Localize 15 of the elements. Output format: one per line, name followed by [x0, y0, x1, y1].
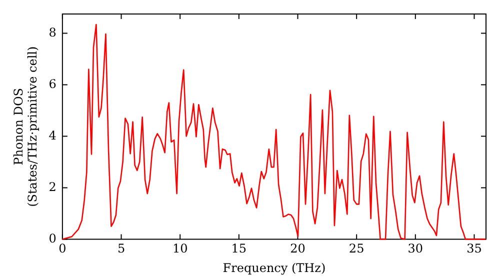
x-axis-title: Frequency (THz): [222, 260, 326, 275]
y-tick-label: 2: [48, 180, 56, 194]
x-tick-label: 25: [348, 242, 364, 256]
x-tick-label: 15: [231, 242, 247, 256]
y-tick-label: 6: [48, 76, 56, 91]
x-tick-label: 30: [408, 242, 424, 256]
x-tick-label: 20: [290, 242, 306, 256]
x-tick-label: 0: [58, 242, 66, 256]
y-tick-label: 4: [48, 128, 57, 142]
y-tick-label: 0: [48, 231, 56, 246]
x-tick-label: 35: [466, 242, 482, 256]
x-tick-label: 10: [172, 242, 188, 256]
x-tick-label: 5: [117, 242, 126, 256]
y-tick-label: 8: [48, 25, 56, 40]
y-axis-title: Phonon DOS (States/THz·primitive cell): [11, 46, 40, 207]
